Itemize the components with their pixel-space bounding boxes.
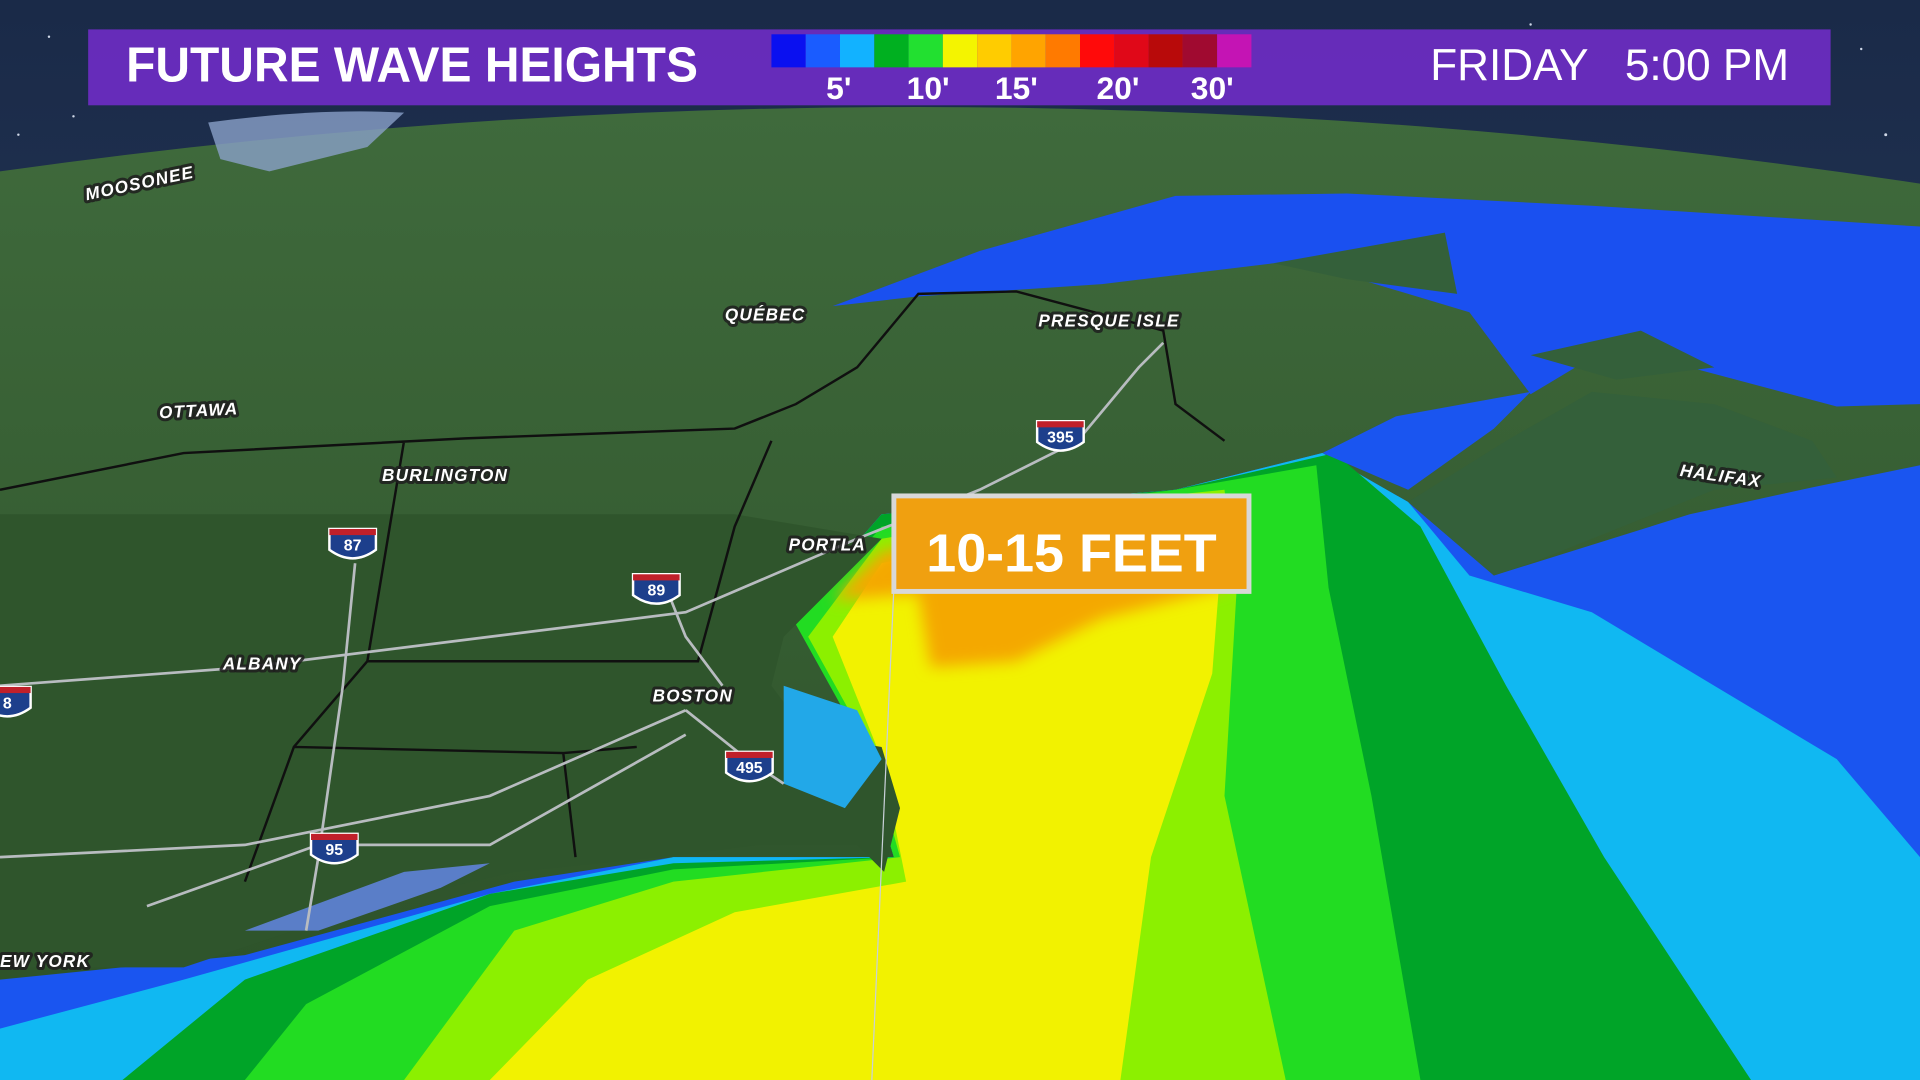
legend-swatch [908, 34, 943, 68]
legend-label: 5' [826, 70, 851, 106]
legend-swatch [771, 34, 806, 68]
highway-shield [309, 832, 359, 865]
meridian [871, 587, 895, 1080]
legend-swatch [1080, 34, 1115, 68]
legend-label: 20' [1096, 70, 1139, 106]
highway-shield-top [726, 751, 773, 758]
callout-box [891, 493, 1252, 594]
nova-scotia [1408, 391, 1837, 576]
legend-swatch [1114, 34, 1149, 68]
long-island-sound [244, 863, 490, 931]
legend-swatch [977, 34, 1012, 68]
legend-label: 30' [1191, 70, 1234, 106]
header-day: FRIDAY [1430, 41, 1588, 90]
header-time: 5:00 PM [1625, 41, 1789, 90]
cape-cod-bay [783, 685, 882, 809]
highway-shield-top [311, 833, 358, 840]
highway-shield [1035, 420, 1085, 452]
callout-text: 10-15 FEET [926, 523, 1216, 583]
hudson-bay [208, 111, 405, 172]
legend-label: 15' [995, 70, 1038, 106]
coast-land [0, 514, 900, 968]
legend-swatch [1148, 34, 1183, 68]
highway-number: 95 [325, 842, 343, 859]
stars [17, 23, 1888, 137]
highway-number: 87 [344, 537, 362, 554]
highway-shield-top [633, 574, 680, 581]
city-label: EW YORK [0, 951, 90, 971]
highway-shield-top [329, 528, 376, 536]
highway-number: 89 [647, 583, 665, 600]
legend-swatch [1217, 34, 1252, 68]
city-label: BOSTON [653, 685, 733, 705]
legend-label: 10' [907, 70, 950, 106]
city-label: OTTAWA [159, 398, 239, 422]
island [1530, 330, 1715, 380]
highway-shield [0, 685, 32, 718]
highway-number: 8 [3, 695, 12, 712]
highway-number: 495 [736, 760, 763, 777]
legend-swatch [840, 34, 875, 68]
legend-swatch [1182, 34, 1218, 68]
city-label: ALBANY [222, 653, 302, 673]
legend-swatch [805, 34, 840, 68]
bay-of-fundy [1322, 391, 1531, 490]
highway-number: 395 [1047, 430, 1074, 447]
city-label: QUÉBEC [725, 304, 806, 324]
legend-swatch [942, 34, 978, 68]
legend-swatch [1045, 34, 1080, 68]
highway-shield-top [0, 686, 31, 694]
city-label: PRESQUE ISLE [1038, 311, 1179, 331]
header-title: FUTURE WAVE HEIGHTS [126, 39, 698, 93]
state-borders [0, 290, 1226, 883]
city-label: PORTLA [789, 535, 866, 555]
city-label: BURLINGTON [382, 465, 508, 485]
highway-shield [631, 573, 681, 605]
wave-band-yellow [489, 514, 1225, 1080]
highway-shield [724, 750, 774, 783]
legend-swatch [1011, 34, 1046, 68]
highway-shield-top [1037, 421, 1084, 428]
island [1273, 232, 1458, 294]
highway-shield [328, 527, 378, 560]
legend: 5' 10' 15' 20' 30' [771, 34, 1252, 106]
legend-swatch [874, 34, 909, 68]
